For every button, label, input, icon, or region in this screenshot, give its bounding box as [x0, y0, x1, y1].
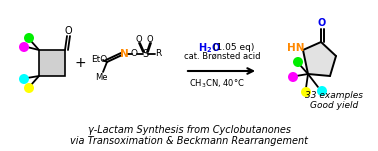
Text: O: O: [136, 34, 142, 43]
Circle shape: [301, 87, 311, 97]
Text: CH$_3$CN, 40°C: CH$_3$CN, 40°C: [189, 78, 245, 90]
Text: (1.05 eq): (1.05 eq): [213, 43, 255, 53]
Text: O: O: [130, 50, 138, 58]
Text: Good yield: Good yield: [310, 101, 358, 111]
Circle shape: [288, 72, 298, 82]
Text: cat. Brønsted acid: cat. Brønsted acid: [184, 51, 260, 61]
Circle shape: [293, 57, 303, 67]
Text: R: R: [155, 50, 161, 58]
Text: $\mathbf{H_2O}$: $\mathbf{H_2O}$: [198, 41, 222, 55]
Text: N: N: [119, 49, 129, 59]
Text: O: O: [64, 26, 72, 36]
Text: EtO: EtO: [91, 55, 107, 64]
Circle shape: [19, 42, 29, 52]
Circle shape: [19, 74, 29, 84]
Text: HN: HN: [287, 43, 305, 53]
Circle shape: [317, 86, 327, 96]
Polygon shape: [303, 42, 336, 76]
Text: 33 examples: 33 examples: [305, 92, 363, 101]
Text: γ-Lactam Synthesis from Cyclobutanones: γ-Lactam Synthesis from Cyclobutanones: [87, 125, 291, 135]
Circle shape: [24, 33, 34, 43]
Text: via Transoximation & Beckmann Rearrangement: via Transoximation & Beckmann Rearrangem…: [70, 136, 308, 146]
Text: +: +: [74, 56, 86, 70]
Text: Me: Me: [95, 72, 107, 82]
Text: O: O: [147, 34, 153, 43]
Text: S: S: [142, 49, 148, 59]
Text: O: O: [318, 18, 326, 28]
Polygon shape: [39, 50, 65, 76]
Circle shape: [24, 83, 34, 93]
